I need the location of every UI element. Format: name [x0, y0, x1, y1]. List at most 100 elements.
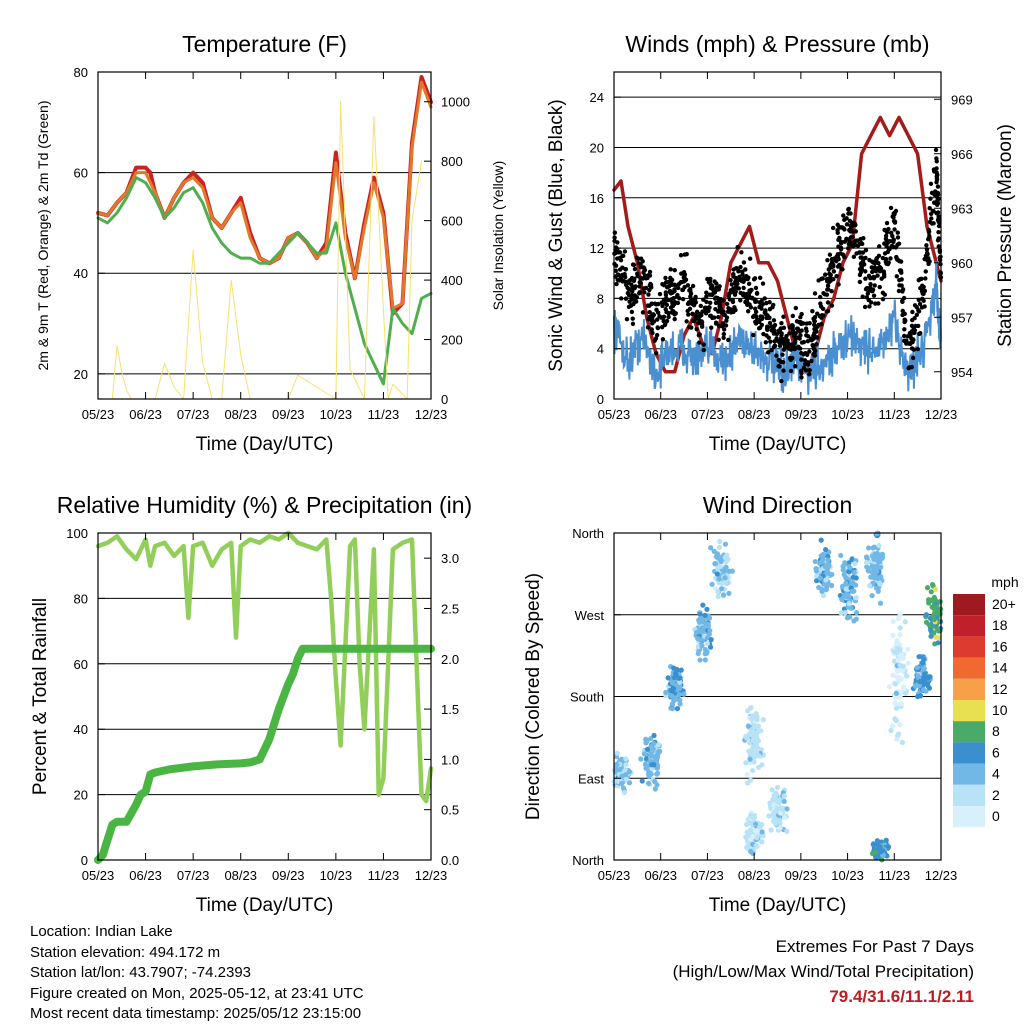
legend-label: 16 — [992, 638, 1008, 654]
figure-canvas: Temperature (F) 05/23 06/23 07/23 08/23 09/23… — [30, 31, 1019, 916]
direction-point — [893, 705, 900, 711]
gust-point — [716, 337, 721, 343]
gust-point — [690, 283, 696, 289]
y2-tick-label: 2.5 — [441, 601, 459, 616]
y-tick-label: North — [572, 526, 604, 541]
y-axis-label: Sonic Wind & Gust (Blue, Black) — [546, 99, 567, 371]
direction-point — [743, 760, 749, 766]
gust-point — [819, 315, 824, 320]
gust-point — [619, 296, 624, 301]
gust-point — [788, 368, 794, 374]
chart-title: Temperature (F) — [182, 31, 347, 57]
gust-point — [642, 290, 647, 295]
gust-point — [900, 312, 905, 318]
gust-point — [753, 321, 759, 326]
direction-point — [897, 694, 903, 700]
gust-point — [660, 303, 665, 309]
gust-point — [895, 230, 900, 235]
direction-point — [889, 723, 895, 729]
y2-tick-label: 960 — [951, 256, 973, 271]
x-tick-label: 06/23 — [644, 407, 677, 422]
gust-point — [880, 255, 886, 261]
gust-point — [625, 279, 631, 284]
gust-point — [936, 244, 942, 249]
gust-point — [760, 281, 766, 286]
x-tick-label: 08/23 — [224, 868, 257, 883]
direction-point — [897, 722, 903, 728]
gust-point — [632, 276, 637, 282]
legend-swatch — [953, 678, 985, 700]
direction-point — [921, 657, 927, 663]
gust-point — [818, 301, 823, 306]
direction-point — [926, 622, 932, 628]
direction-point — [754, 827, 760, 834]
direction-point — [676, 685, 683, 691]
direction-point — [931, 630, 937, 636]
direction-point — [904, 673, 910, 679]
direction-point — [759, 762, 765, 768]
direction-point — [772, 794, 779, 800]
gust-point — [761, 331, 766, 337]
gust-point — [741, 291, 746, 296]
y2-tick-label: 0.0 — [441, 853, 459, 868]
direction-point — [853, 582, 859, 588]
direction-point — [890, 618, 896, 625]
direction-point — [713, 561, 719, 567]
gust-point — [927, 205, 932, 211]
y-axis-label: Percent & Total Rainfall — [30, 598, 51, 795]
direction-point — [897, 662, 903, 668]
gust-point — [902, 333, 907, 339]
gust-point — [624, 316, 630, 322]
direction-point — [932, 586, 938, 593]
gust-point — [776, 328, 782, 333]
gust-point — [672, 267, 677, 273]
direction-point — [852, 560, 858, 567]
direction-point — [838, 610, 844, 616]
direction-point — [914, 664, 920, 671]
gust-point — [647, 269, 653, 275]
x-tick-label: 12/23 — [925, 868, 958, 883]
elevation-label: Station elevation: 494.172 m — [30, 943, 221, 961]
gust-point — [867, 304, 872, 309]
gust-point — [724, 301, 730, 307]
gust-point — [768, 339, 773, 344]
gust-point — [869, 265, 875, 270]
direction-point — [700, 625, 706, 631]
gust-point — [709, 325, 714, 330]
gust-point — [934, 192, 939, 197]
gust-point — [630, 262, 636, 267]
gust-point — [630, 321, 636, 326]
direction-point — [893, 695, 899, 701]
gust-point — [766, 335, 771, 340]
y2-tick-label: 600 — [441, 214, 463, 229]
gust-point — [721, 335, 726, 340]
y-tick-label: East — [578, 771, 604, 786]
direction-point — [705, 623, 711, 629]
direction-point — [928, 589, 934, 595]
gust-point — [894, 274, 899, 279]
x-tick-label: 08/23 — [224, 407, 257, 422]
direction-point — [674, 705, 681, 712]
y-tick-label: 4 — [597, 342, 604, 357]
gust-point — [911, 347, 917, 352]
direction-point — [719, 586, 725, 592]
direction-point — [670, 686, 677, 692]
gust-point — [934, 166, 939, 171]
direction-point — [851, 569, 857, 576]
gust-point — [704, 299, 709, 304]
direction-point — [665, 675, 671, 681]
direction-point — [644, 746, 651, 752]
direction-point — [750, 729, 756, 735]
y2-tick-label: 400 — [441, 273, 463, 288]
gust-point — [614, 281, 619, 287]
y-tick-label: North — [572, 853, 604, 868]
gust-point — [713, 295, 719, 300]
direction-point — [824, 569, 831, 575]
gust-point — [933, 147, 939, 153]
gust-point — [766, 350, 771, 355]
gust-point — [719, 323, 725, 329]
gust-point — [863, 248, 869, 253]
direction-point — [655, 770, 661, 776]
gust-point — [863, 269, 868, 274]
direction-point — [676, 691, 682, 698]
